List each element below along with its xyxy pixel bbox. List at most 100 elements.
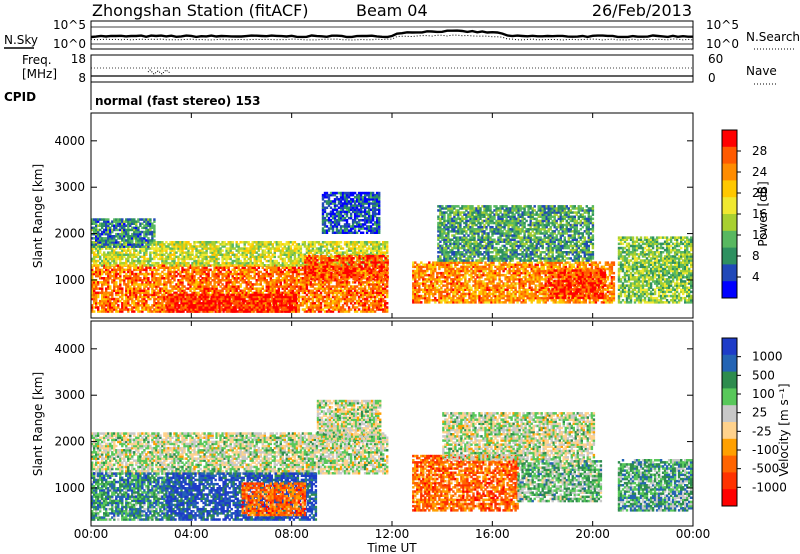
data-cell — [266, 295, 269, 299]
data-cell — [93, 283, 96, 286]
data-cell — [368, 254, 371, 258]
data-cell — [251, 277, 254, 280]
data-cell — [203, 270, 206, 274]
data-cell — [371, 245, 375, 248]
data-cell — [198, 299, 201, 303]
data-cell — [282, 297, 285, 301]
data-cell — [315, 251, 319, 254]
data-cell — [181, 270, 184, 274]
data-cell — [349, 295, 353, 299]
data-cell — [135, 308, 138, 311]
data-cell — [175, 243, 178, 246]
data-cell — [143, 255, 146, 259]
data-cell — [371, 281, 375, 284]
data-cell — [315, 287, 319, 290]
data-cell — [113, 281, 116, 284]
data-cell — [372, 259, 375, 262]
data-cell — [251, 243, 254, 246]
data-cell — [271, 268, 274, 272]
data-cell — [119, 247, 122, 250]
data-cell — [248, 302, 251, 305]
data-cell — [291, 264, 295, 267]
data-cell — [305, 297, 309, 301]
data-cell — [236, 310, 239, 313]
data-cell — [107, 224, 110, 227]
data-cell — [249, 287, 252, 290]
data-cell — [93, 247, 96, 250]
data-cell — [295, 283, 299, 286]
data-cell — [308, 271, 311, 275]
data-cell — [255, 264, 258, 267]
data-cell — [248, 306, 251, 309]
data-cell — [131, 299, 134, 303]
data-cell — [289, 274, 293, 278]
data-cell — [268, 308, 271, 311]
data-cell — [217, 245, 220, 248]
data-cell — [197, 259, 200, 263]
data-cell — [328, 271, 331, 275]
data-cell — [251, 270, 254, 274]
data-cell — [291, 287, 295, 290]
data-cell — [155, 293, 158, 297]
data-cell — [273, 279, 276, 282]
data-cell — [179, 241, 182, 244]
data-cell — [197, 277, 200, 280]
data-cell — [177, 281, 180, 284]
data-cell — [145, 245, 148, 248]
data-cell — [312, 267, 315, 270]
data-cell — [201, 259, 204, 263]
data-cell — [203, 251, 206, 254]
data-cell — [151, 285, 154, 288]
data-cell — [319, 283, 323, 286]
data-cell — [249, 259, 252, 263]
data-cell — [206, 293, 209, 297]
data-cell — [341, 295, 345, 299]
data-cell — [257, 245, 260, 248]
data-cell — [93, 228, 96, 232]
data-cell — [91, 295, 94, 299]
data-cell — [326, 273, 329, 277]
data-cell — [145, 279, 148, 282]
data-cell — [249, 264, 252, 267]
data-cell — [111, 302, 114, 305]
data-cell — [343, 299, 347, 303]
data-cell — [99, 287, 102, 290]
data-cell — [97, 272, 100, 276]
data-cell — [269, 261, 272, 265]
data-cell — [203, 277, 206, 280]
data-cell — [193, 277, 196, 280]
data-cell — [195, 251, 198, 254]
data-cell — [378, 249, 381, 252]
data-cell — [311, 310, 315, 313]
data-cell — [286, 299, 290, 303]
data-cell — [214, 304, 217, 307]
data-cell — [327, 291, 331, 295]
data-cell — [343, 281, 347, 284]
data-cell — [270, 299, 273, 303]
data-cell — [153, 253, 156, 256]
data-cell — [380, 295, 383, 299]
data-cell — [205, 266, 208, 269]
data-cell — [187, 266, 190, 269]
data-cell — [335, 251, 339, 254]
data-cell — [188, 304, 191, 307]
data-cell — [203, 261, 206, 265]
data-cell — [335, 241, 339, 244]
data-cell — [105, 304, 108, 307]
data-cell — [277, 274, 280, 278]
data-cell — [352, 271, 355, 275]
data-cell — [255, 289, 258, 292]
data-cell — [177, 285, 180, 288]
data-cell — [325, 270, 329, 274]
data-cell — [341, 308, 345, 311]
data-cell — [143, 287, 146, 290]
data-cell — [301, 295, 305, 299]
data-cell — [225, 274, 228, 278]
data-cell — [157, 285, 160, 288]
data-cell — [251, 253, 254, 256]
data-cell — [335, 304, 339, 307]
data-cell — [378, 285, 381, 288]
data-cell — [354, 275, 357, 279]
data-cell — [135, 302, 138, 305]
data-cell — [309, 281, 313, 284]
